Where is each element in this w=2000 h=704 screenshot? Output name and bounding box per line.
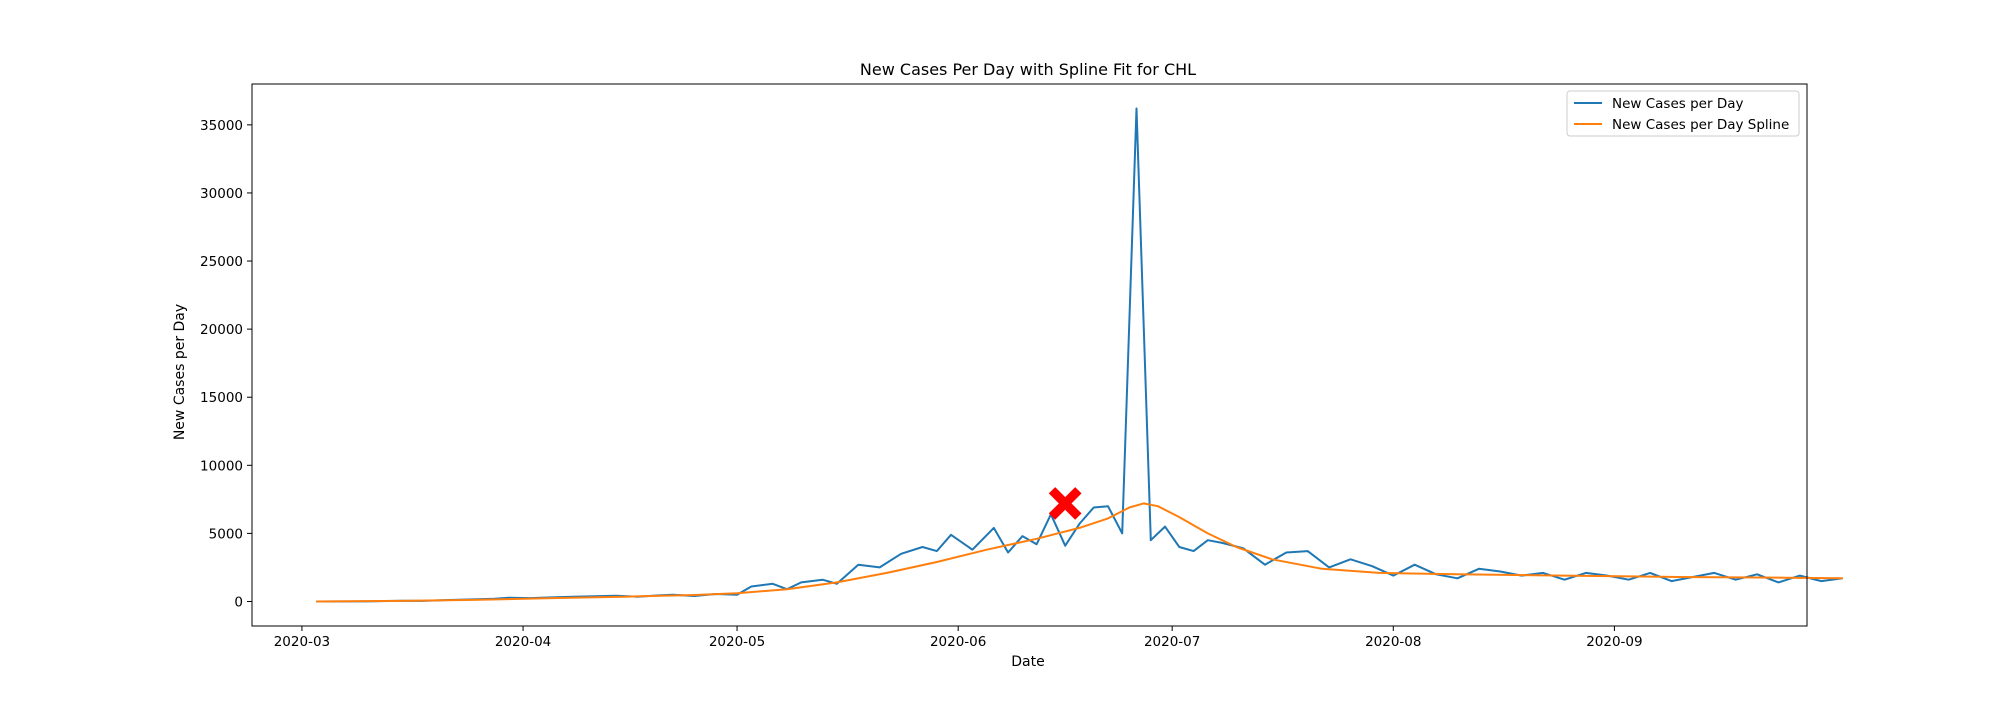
plot-frame (251, 83, 1808, 627)
y-tick-label: 20000 (200, 322, 243, 338)
legend-box (1566, 90, 1800, 137)
y-tick-label: 15000 (200, 390, 243, 406)
x-tick-label: 2020-07 (1144, 634, 1200, 650)
x-axis-label: Date (1011, 654, 1044, 670)
legend: New Cases per Day New Cases per Day Spli… (1566, 90, 1800, 137)
series-line-1 (316, 502, 1843, 603)
y-tick-label: 10000 (200, 458, 243, 474)
plot-area (251, 83, 1843, 627)
y-axis: 0 5000 10000 15000 20000 25000 30000 35000 (200, 118, 252, 610)
x-tick-label: 2020-05 (709, 634, 765, 650)
x-tick-label: 2020-04 (495, 634, 551, 650)
y-tick-label: 35000 (200, 118, 243, 134)
y-tick-label: 25000 (200, 254, 243, 270)
legend-label-spline: New Cases per Day Spline (1612, 117, 1789, 133)
chart-title: New Cases Per Day with Spline Fit for CH… (860, 60, 1196, 79)
x-tick-label: 2020-03 (274, 634, 330, 650)
x-tick-label: 2020-08 (1365, 634, 1421, 650)
y-axis-label: New Cases per Day (172, 304, 188, 440)
peak-marker (1048, 487, 1082, 520)
x-axis: 2020-03 2020-04 2020-05 2020-06 2020-07 2020-… (274, 626, 1643, 650)
y-tick-label: 5000 (209, 526, 243, 542)
legend-label-new-cases: New Cases per Day (1612, 96, 1743, 112)
series-layer (316, 107, 1843, 603)
x-tick-label: 2020-06 (930, 634, 986, 650)
marker-layer (1048, 487, 1082, 520)
y-tick-label: 30000 (200, 186, 243, 202)
x-tick-label: 2020-09 (1586, 634, 1642, 650)
y-tick-label: 0 (234, 594, 243, 610)
